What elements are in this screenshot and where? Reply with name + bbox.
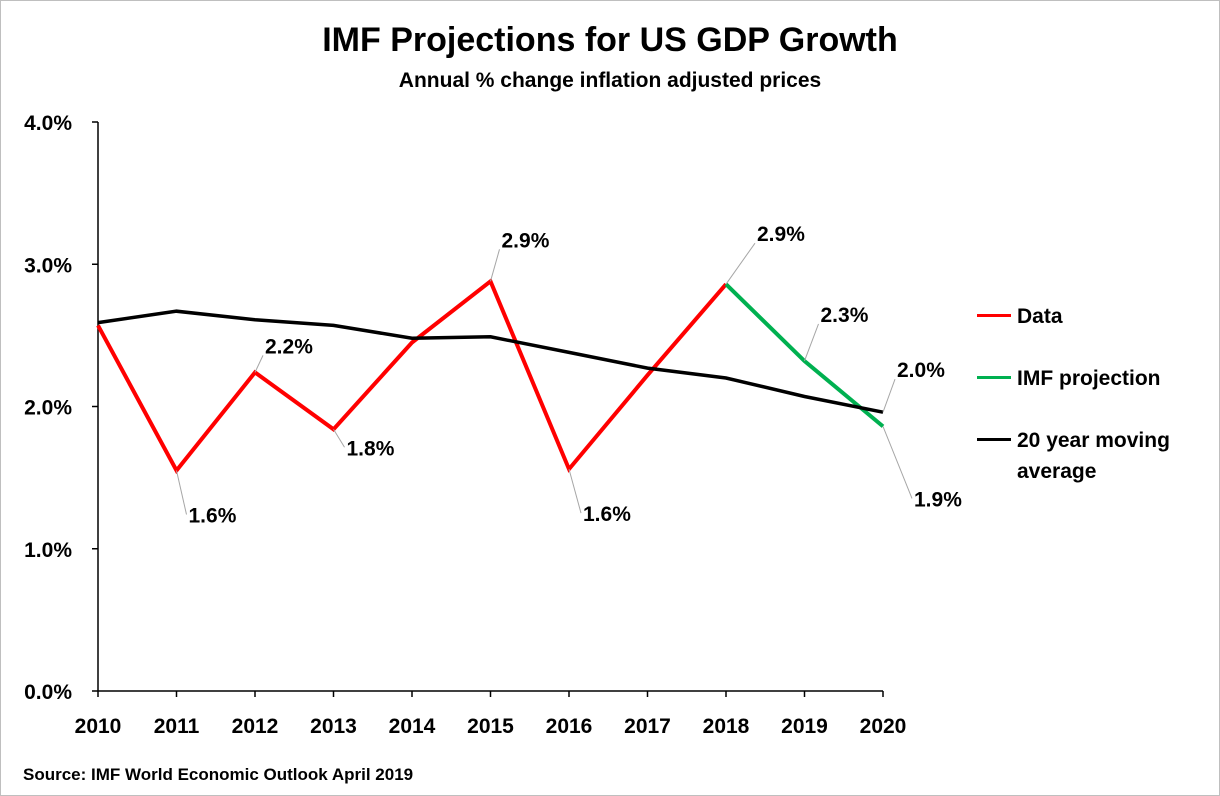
legend-label-data: Data: [1017, 305, 1063, 328]
x-tick-label: 2015: [467, 715, 514, 738]
y-tick-label: 4.0%: [24, 112, 72, 135]
chart-title: IMF Projections for US GDP Growth: [322, 21, 898, 59]
legend-label-moving-average: 20 year moving average: [1017, 429, 1170, 483]
x-tick-label: 2012: [232, 715, 279, 738]
legend-swatch-data: [977, 314, 1011, 317]
y-tick-label: 3.0%: [24, 254, 72, 277]
data-label: 2.0%: [897, 359, 945, 382]
data-label: 1.9%: [914, 488, 962, 511]
data-label: 2.9%: [502, 229, 550, 252]
data-label-leader: [333, 428, 345, 448]
data-label: 2.9%: [757, 223, 805, 246]
x-tick-label: 2016: [546, 715, 593, 738]
x-tick-label: 2018: [703, 715, 750, 738]
moving-average-line: [97, 309, 884, 414]
data-label: 2.2%: [265, 335, 313, 358]
x-tick-label: 2020: [860, 715, 907, 738]
source-note: Source: IMF World Economic Outlook April…: [23, 765, 414, 784]
data-label-leader: [490, 249, 500, 282]
x-tick-label: 2013: [310, 715, 357, 738]
x-tick-label: 2014: [389, 715, 436, 738]
data-label-leader: [725, 242, 756, 285]
data-label: 2.3%: [821, 304, 869, 327]
chart-subtitle: Annual % change inflation adjusted price…: [398, 69, 822, 92]
data-label-leader: [254, 355, 264, 373]
legend-label-imf-projection: IMF projection: [1017, 367, 1161, 390]
data-label-leader: [568, 468, 582, 514]
x-tick-label: 2010: [75, 715, 122, 738]
data-label: 1.6%: [189, 505, 237, 528]
x-tick-label: 2011: [154, 715, 200, 738]
legend-swatch-imf-projection: [977, 376, 1011, 379]
x-tick-label: 2019: [781, 715, 828, 738]
imf-projection-line: [724, 282, 885, 428]
data-line: [96, 278, 728, 475]
y-tick-label: 0.0%: [24, 681, 72, 704]
data-label: 1.8%: [347, 437, 395, 460]
data-label: 1.6%: [583, 503, 631, 526]
data-label-leader: [882, 426, 913, 499]
legend-swatch-moving-average: [977, 438, 1011, 441]
x-tick-label: 2017: [624, 715, 671, 738]
data-label-leader: [176, 470, 187, 515]
y-tick-label: 2.0%: [24, 397, 72, 420]
data-label-leader: [882, 379, 896, 413]
y-tick-label: 1.0%: [24, 539, 72, 562]
data-label-leader: [804, 323, 819, 362]
